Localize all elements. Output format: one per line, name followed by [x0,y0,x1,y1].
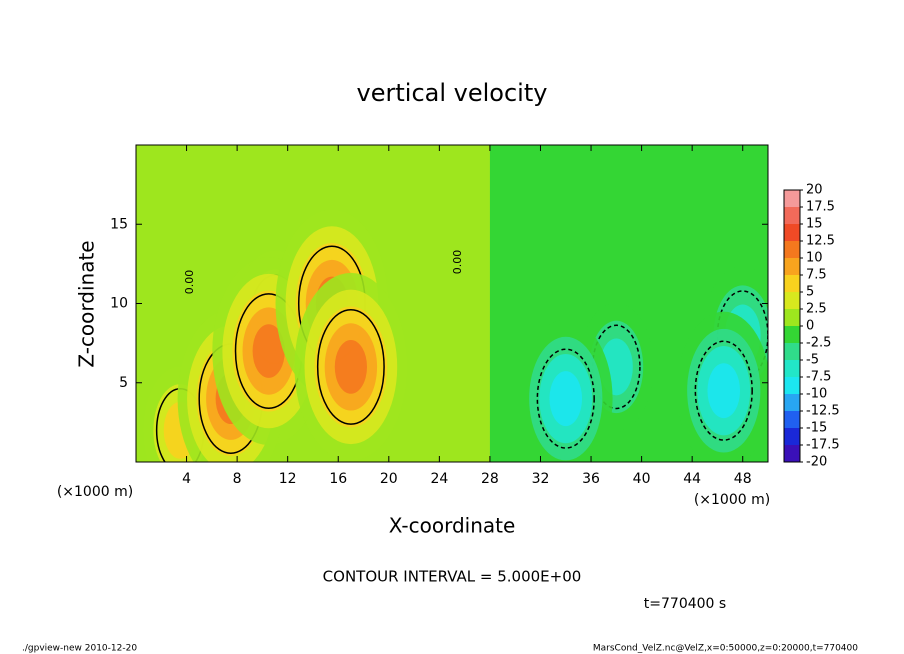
colorbar-swatch [784,360,800,377]
colorbar-label: 7.5 [806,268,827,283]
x-tick-label: 4 [182,471,191,487]
colorbar-label: -17.5 [806,438,840,453]
x-tick-label: 40 [633,471,651,487]
x-unit: (×1000 m) [694,492,770,508]
colorbar-label: 12.5 [806,234,835,249]
x-tick-label: 16 [329,471,347,487]
contour-interval: CONTOUR INTERVAL = 5.000E+00 [323,568,582,586]
time-label: t=770400 s [644,596,726,612]
colorbar-swatch [784,190,800,207]
colorbar-label: 2.5 [806,302,827,317]
field: 0.00 0.00 [136,145,768,462]
colorbar-swatch [784,207,800,224]
colorbar-swatch [784,428,800,445]
feature-level [334,340,367,394]
x-tick-label: 28 [481,471,499,487]
x-tick-label: 36 [582,471,600,487]
colorbar-swatch [784,394,800,411]
contour-line [316,308,385,425]
x-tick-label: 32 [532,471,550,487]
x-tick-label: 8 [233,471,242,487]
y-tick-label: 5 [119,375,128,391]
colorbar-swatch [784,343,800,360]
x-axis-label: X-coordinate [389,514,516,538]
colorbar-swatch [784,377,800,394]
feature-level [707,363,741,419]
colorbar-label: 10 [806,251,823,266]
colorbar-label: -7.5 [806,370,831,385]
colorbar-label: 5 [806,285,814,300]
colorbar-label: -10 [806,387,827,402]
colorbar-label: 17.5 [806,200,835,215]
colorbar-label: -2.5 [806,336,831,351]
colorbar-swatch [784,445,800,462]
contour-line [591,324,641,410]
colorbar-label: 20 [806,183,823,198]
y-axis-label: Z-coordinate [75,240,99,367]
x-tick-label: 12 [279,471,297,487]
feature-level [549,371,583,427]
colorbar-label: -5 [806,353,819,368]
colorbar-swatch [784,241,800,258]
colorbar-swatch [784,292,800,309]
x-tick-label: 44 [683,471,701,487]
colorbar-swatch [784,275,800,292]
contour-label: 0.00 [183,270,196,295]
contour-line [536,348,595,449]
colorbar-label: 15 [806,217,823,232]
colorbar-label: -20 [806,455,827,470]
contour-line [694,340,753,441]
x-tick-label: 24 [430,471,448,487]
colorbar-swatch [784,411,800,428]
footer-left: ./gpview-new 2010-12-20 [22,644,137,654]
y-tick-label: 10 [110,296,128,312]
y-tick-label: 15 [110,216,128,232]
colorbar-swatch [784,309,800,326]
x-tick-label: 48 [734,471,752,487]
x-unit: (×1000 m) [57,484,133,500]
colorbar-swatch [784,224,800,241]
colorbar-label: -12.5 [806,404,840,419]
contour-label: 0.00 [451,250,464,275]
colorbar-swatch [784,326,800,343]
x-tick-label: 20 [380,471,398,487]
footer-right: MarsCond_VelZ.nc@VelZ,x=0:50000,z=0:2000… [593,644,858,654]
colorbar-label: -15 [806,421,827,436]
feature-level [252,324,285,378]
colorbar-swatch [784,258,800,275]
colorbar-label: 0 [806,319,814,334]
chart-title: vertical velocity [357,79,548,107]
